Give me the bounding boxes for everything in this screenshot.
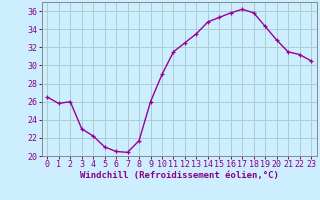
X-axis label: Windchill (Refroidissement éolien,°C): Windchill (Refroidissement éolien,°C) — [80, 171, 279, 180]
